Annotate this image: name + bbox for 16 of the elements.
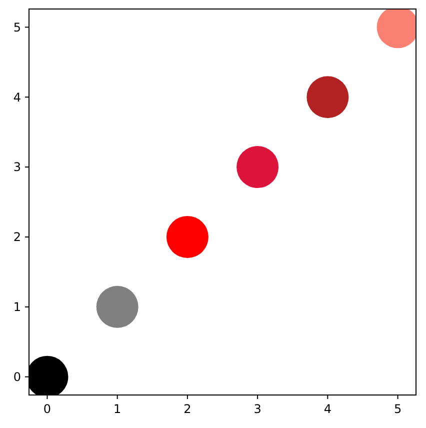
y-tick-label: 3 xyxy=(13,160,21,174)
point xyxy=(306,76,349,118)
x-tick-label: 5 xyxy=(394,402,402,416)
y-tick-label: 4 xyxy=(13,90,21,104)
x-tick-label: 1 xyxy=(114,402,122,416)
point xyxy=(96,286,138,328)
x-tick-label: 3 xyxy=(254,402,262,416)
point xyxy=(236,146,279,188)
x-tick-label: 2 xyxy=(184,402,192,416)
point xyxy=(166,216,208,258)
y-tick-label: 2 xyxy=(13,230,21,244)
y-tick-label: 0 xyxy=(13,370,21,384)
y-tick-label: 5 xyxy=(13,20,21,34)
x-tick-label: 4 xyxy=(324,402,332,416)
x-tick-label: 0 xyxy=(43,402,52,416)
y-tick-label: 1 xyxy=(13,300,21,314)
